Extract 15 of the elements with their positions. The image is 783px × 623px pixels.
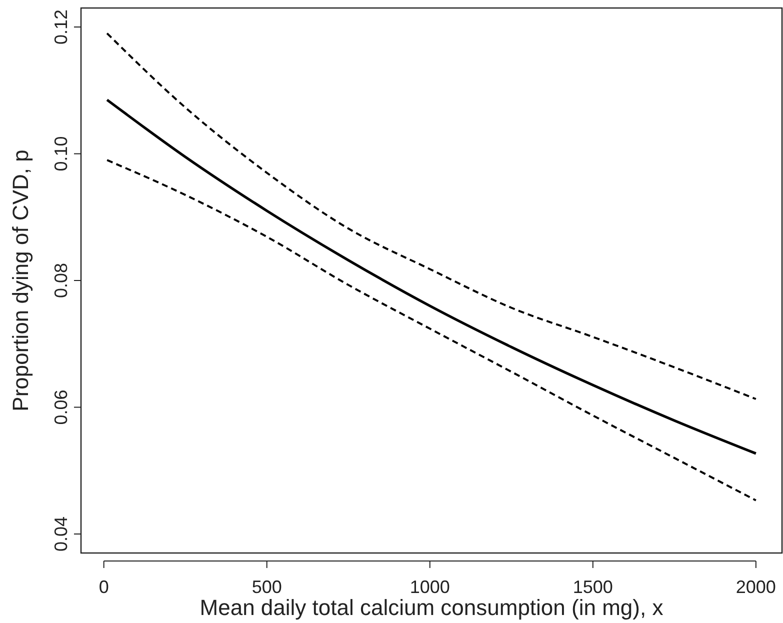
- y-axis-title: Proportion dying of CVD, p: [8, 150, 33, 412]
- y-tick-label: 0.04: [51, 516, 71, 552]
- y-tick-label: 0.12: [51, 9, 71, 45]
- x-tick-label: 1500: [572, 577, 613, 597]
- x-axis-title: Mean daily total calcium consumption (in mg), x: [200, 595, 664, 620]
- x-tick-label: 0: [98, 577, 109, 597]
- x-tick-label: 2000: [736, 577, 776, 597]
- line-series: [106, 32, 757, 400]
- y-tick-label: 0.08: [51, 262, 71, 298]
- line-series: [106, 159, 757, 502]
- x-tick-label: 500: [252, 577, 282, 597]
- x-tick-label: 1000: [410, 577, 450, 597]
- line-series: [106, 98, 758, 455]
- y-tick-label: 0.06: [51, 390, 71, 425]
- y-tick-label: 0.10: [51, 136, 71, 172]
